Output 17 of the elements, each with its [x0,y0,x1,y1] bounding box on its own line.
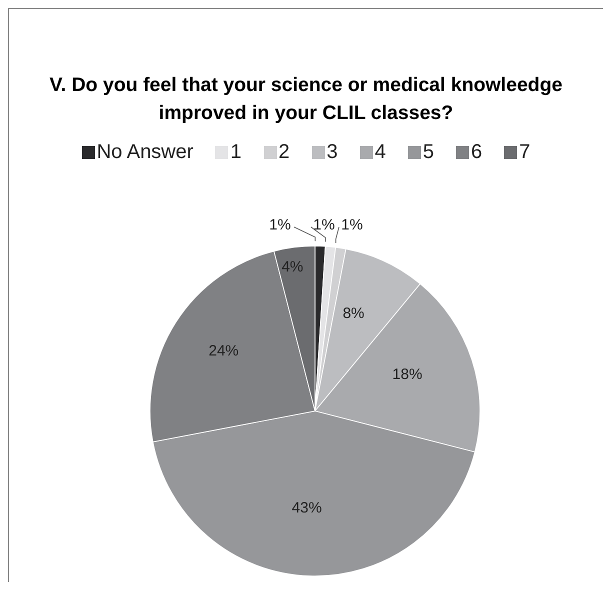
data-label: 24% [208,342,239,360]
data-label: 18% [392,366,422,383]
legend-label: 1 [229,141,242,164]
chart-title: V. Do you feel that your science or medical knowleedge improved in your CLIL classes? [48,73,564,126]
data-label: 1% [341,216,363,234]
data-label: 4% [282,258,304,276]
legend-label: 6 [470,141,482,164]
legend-label: No Answer [96,141,194,164]
data-label: 43% [292,500,322,517]
legend-label: 5 [422,141,434,164]
data-label: 8% [342,304,364,322]
legend-label: 3 [326,141,338,164]
legend-label: 2 [278,141,290,164]
legend-label: 7 [518,141,530,164]
legend-label: 4 [374,141,386,164]
data-label: 1% [313,216,335,234]
data-label: 1% [269,216,291,234]
